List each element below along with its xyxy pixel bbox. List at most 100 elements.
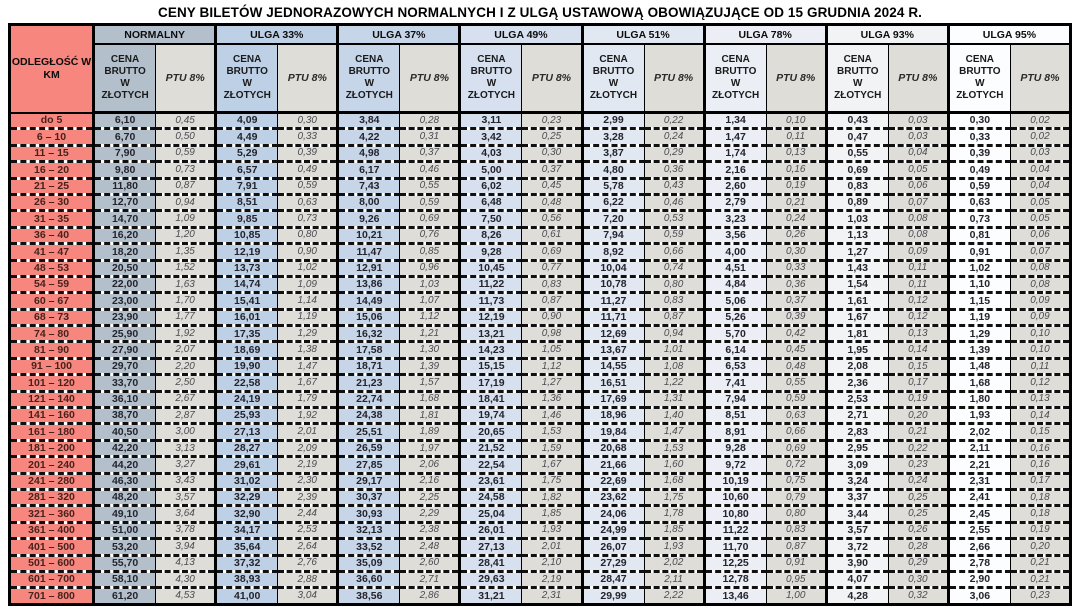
tax-subheader-ulga-95: PTU 8% [1009,44,1071,114]
price-cell-normalny: 58,10 [92,571,156,590]
price-cell-ulga-95: 1,48 [946,358,1011,377]
tax-cell-normalny: 1,77 [155,309,216,328]
price-cell-ulga-95: 2,31 [946,473,1011,492]
price-subheader-ulga-33: CENA BRUTTO W ZŁOTYCH [214,44,278,114]
price-cell-ulga-49: 8,26 [458,227,522,246]
tax-cell-ulga-93: 0,21 [887,423,949,442]
tax-cell-ulga-33: 0,90 [277,243,338,262]
price-cell-ulga-37: 6,17 [336,161,400,180]
tax-cell-ulga-93: 0,25 [887,489,949,508]
price-cell-ulga-78: 8,91 [702,423,767,442]
price-cell-ulga-51: 24,06 [580,505,645,524]
distance-cell: 26 – 30 [8,194,94,213]
price-cell-ulga-93: 3,57 [824,522,889,541]
tax-cell-ulga-49: 1,05 [521,341,582,360]
tax-cell-ulga-51: 0,22 [643,112,705,131]
price-cell-ulga-49: 7,50 [458,210,522,229]
tax-cell-ulga-33: 0,63 [277,194,338,213]
price-cell-ulga-93: 3,09 [824,456,889,475]
distance-cell: 41 – 47 [8,243,94,262]
tax-cell-ulga-93: 0,09 [887,243,949,262]
tax-cell-normalny: 0,94 [155,194,216,213]
tax-subheader-normalny: PTU 8% [155,44,216,114]
price-cell-ulga-78: 2,16 [702,161,767,180]
tax-cell-ulga-95: 0,12 [1009,374,1071,393]
tax-cell-ulga-93: 0,26 [887,522,949,541]
price-cell-ulga-95: 1,80 [946,391,1011,410]
price-cell-ulga-49: 24,58 [458,489,522,508]
tax-cell-ulga-49: 1,46 [521,407,582,426]
price-cell-ulga-78: 1,47 [702,128,767,147]
tax-cell-ulga-93: 0,30 [887,571,949,590]
distance-cell: 60 – 67 [8,292,94,311]
price-cell-normalny: 25,90 [92,325,156,344]
price-cell-ulga-37: 16,32 [336,325,400,344]
fare-row: 101 – 120 33,70 2,50 22,58 1,67 21,23 1,57 17,1… [8,374,1071,393]
tax-cell-ulga-33: 2,09 [277,440,338,459]
group-header-normalny: NORMALNY [92,24,216,45]
tax-cell-ulga-37: 1,89 [399,423,460,442]
price-cell-ulga-33: 22,58 [214,374,278,393]
tax-cell-ulga-78: 0,21 [765,194,827,213]
tax-cell-ulga-33: 1,29 [277,325,338,344]
price-cell-ulga-33: 24,19 [214,391,278,410]
price-cell-ulga-93: 3,44 [824,505,889,524]
price-subheader-ulga-78: CENA BRUTTO W ZŁOTYCH [702,44,767,114]
tax-cell-ulga-37: 2,48 [399,538,460,557]
tax-cell-ulga-33: 0,59 [277,178,338,196]
price-cell-ulga-95: 2,55 [946,522,1011,541]
price-cell-normalny: 40,50 [92,423,156,442]
tax-cell-ulga-37: 1,57 [399,374,460,393]
tax-cell-ulga-51: 0,43 [643,178,705,196]
price-cell-ulga-95: 1,93 [946,407,1011,426]
price-cell-ulga-37: 14,49 [336,292,400,311]
tax-cell-ulga-78: 0,30 [765,243,827,262]
price-cell-ulga-95: 1,15 [946,292,1011,311]
distance-cell: 68 – 73 [8,309,94,328]
tax-cell-ulga-49: 1,85 [521,505,582,524]
price-cell-ulga-93: 2,83 [824,423,889,442]
price-cell-ulga-49: 17,19 [458,374,522,393]
tax-cell-ulga-93: 0,17 [887,374,949,393]
tax-cell-ulga-51: 0,66 [643,243,705,262]
price-cell-ulga-49: 15,15 [458,358,522,377]
distance-cell: 701 – 800 [8,587,94,605]
distance-cell: 121 – 140 [8,391,94,410]
price-cell-ulga-93: 1,03 [824,210,889,229]
tax-cell-normalny: 2,67 [155,391,216,410]
tax-cell-ulga-37: 1,07 [399,292,460,311]
tax-cell-ulga-93: 0,05 [887,161,949,180]
price-cell-ulga-49: 22,54 [458,456,522,475]
distance-cell: 361 – 400 [8,522,94,541]
price-cell-ulga-51: 13,67 [580,341,645,360]
tax-cell-ulga-93: 0,28 [887,538,949,557]
price-cell-ulga-37: 3,84 [336,112,400,131]
price-cell-ulga-51: 24,99 [580,522,645,541]
price-cell-ulga-93: 0,55 [824,145,889,164]
price-cell-ulga-78: 7,94 [702,391,767,410]
group-header-ulga-95: ULGA 95% [946,24,1071,45]
price-cell-ulga-49: 13,21 [458,325,522,344]
price-cell-normalny: 27,90 [92,341,156,360]
tax-cell-normalny: 3,78 [155,522,216,541]
tax-cell-ulga-95: 0,08 [1009,260,1071,278]
price-subheader-normalny: CENA BRUTTO W ZŁOTYCH [92,44,156,114]
price-cell-ulga-49: 29,63 [458,571,522,590]
price-cell-ulga-51: 3,87 [580,145,645,164]
tax-cell-ulga-37: 0,46 [399,161,460,180]
price-cell-ulga-51: 26,07 [580,538,645,557]
price-cell-ulga-37: 7,43 [336,178,400,196]
price-cell-ulga-51: 4,80 [580,161,645,180]
price-cell-ulga-93: 0,89 [824,194,889,213]
tax-cell-ulga-95: 0,19 [1009,522,1071,541]
tax-cell-ulga-33: 2,44 [277,505,338,524]
distance-cell: 501 – 600 [8,555,94,573]
tax-cell-ulga-37: 2,29 [399,505,460,524]
price-cell-ulga-78: 5,70 [702,325,767,344]
tax-cell-ulga-33: 2,19 [277,456,338,475]
tax-cell-ulga-49: 0,98 [521,325,582,344]
price-cell-ulga-51: 23,62 [580,489,645,508]
fare-row: 321 – 360 49,10 3,64 32,90 2,44 30,93 2,29 25,0… [8,505,1071,524]
price-cell-ulga-95: 1,39 [946,341,1011,360]
tax-cell-ulga-78: 0,26 [765,227,827,246]
